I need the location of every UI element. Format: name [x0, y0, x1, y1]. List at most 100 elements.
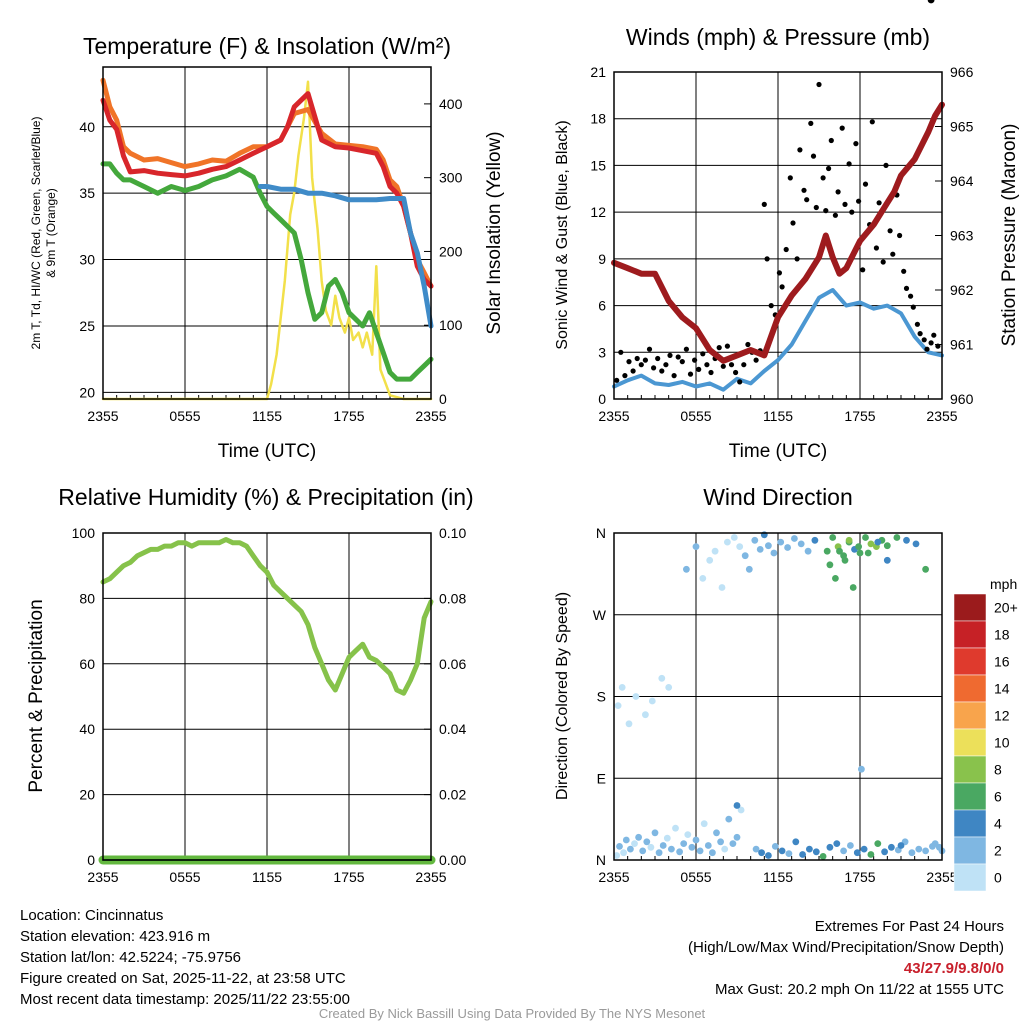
panel1-ytick-label: 9: [598, 251, 606, 267]
gust-point: [630, 368, 636, 374]
panel0-ytick-label: 20: [79, 384, 95, 400]
panel0-y2tick-label: 0: [439, 391, 447, 407]
wind-direction-point: [616, 843, 623, 850]
speed-legend-swatch: [953, 755, 987, 784]
gust-point: [804, 197, 810, 203]
panel2-y2tick-label: 0.02: [439, 787, 466, 803]
wind-direction-point: [811, 536, 819, 544]
wind-direction-point: [632, 693, 640, 700]
gust-point: [741, 362, 747, 368]
wind-direction-point: [672, 824, 679, 832]
wind-direction-point: [826, 561, 834, 569]
winds-ylabel: Sonic Wind & Gust (Blue, Black): [554, 120, 571, 349]
gust-point: [890, 251, 896, 257]
wind-direction-point: [700, 820, 708, 828]
wind-direction-point: [883, 542, 891, 550]
speed-legend-label: 18: [994, 627, 1010, 643]
panel3-xtick-label: 0555: [680, 869, 711, 885]
wind-direction-point: [613, 852, 621, 859]
wind-direction-point: [706, 556, 714, 564]
panel2-xtick-label: 0555: [169, 869, 200, 885]
gust-point: [776, 270, 783, 276]
speed-legend-swatch: [953, 728, 987, 757]
speed-legend-label: 6: [994, 789, 1002, 805]
speed-legend-label: 0: [994, 870, 1002, 886]
speed-legend-label: 4: [994, 816, 1002, 832]
wind-direction-plot-frame: [613, 532, 943, 861]
wind-direction-point: [625, 720, 633, 728]
gust-point: [914, 321, 921, 327]
gust-point: [737, 379, 743, 385]
wind-direction-point: [867, 540, 875, 548]
station-location: Location: Cincinnatus: [20, 907, 164, 924]
wind-direction-point: [812, 848, 820, 856]
gust-point: [764, 256, 770, 262]
gust-point: [935, 343, 941, 349]
panel1-xtick-label: 1755: [844, 408, 875, 424]
wind-direction-point: [713, 829, 720, 837]
wind-direction-point: [806, 845, 813, 853]
gust-point: [720, 363, 726, 369]
gust-point: [897, 232, 903, 239]
winds-y2label: Station Pressure (Maroon): [999, 124, 1020, 347]
gust-point: [618, 349, 624, 355]
panel3-ytick-label: S: [597, 689, 606, 705]
panel1-xtick-label: 2355: [598, 408, 629, 424]
speed-legend-title: mph: [990, 576, 1017, 592]
speed-legend-swatch: [953, 863, 987, 892]
wind-direction-point: [692, 836, 700, 844]
panel3-xtick-label: 1155: [763, 869, 793, 885]
gust-point: [671, 373, 677, 379]
wind-direction-point: [797, 540, 805, 548]
panel0-ytick-label: 40: [79, 119, 95, 135]
wind-direction-point: [785, 850, 793, 857]
gust-point: [823, 208, 829, 214]
wind-direction-point: [915, 845, 923, 853]
wind-direction-point: [676, 848, 683, 856]
wind-direction-point: [729, 840, 737, 847]
gust-point: [917, 331, 923, 337]
gust-point: [745, 341, 751, 348]
wind-direction-point: [680, 840, 688, 847]
gust-point: [839, 125, 845, 131]
wind-direction-point: [648, 697, 656, 705]
wind-direction-point: [721, 845, 729, 853]
wind-direction-point: [792, 838, 800, 846]
wind-direction-point: [733, 802, 741, 809]
panel1-y2tick-label: 966: [950, 64, 974, 80]
wind-direction-point: [651, 829, 659, 837]
gust-point: [801, 187, 807, 193]
panel1-y2tick-label: 961: [950, 337, 974, 353]
speed-legend-label: 20+: [994, 600, 1018, 616]
gust-point: [667, 352, 673, 358]
gust-point: [794, 256, 800, 262]
gust-point: [846, 161, 852, 167]
panel0-ytick-label: 30: [79, 252, 95, 268]
temperature-panel: Temperature (F) & Insolation (W/m²) 2355…: [29, 33, 505, 462]
wind-direction-point: [659, 842, 667, 849]
wind-direction-point: [908, 849, 916, 857]
speed-legend-swatch: [953, 782, 987, 811]
panel1-ytick-label: 18: [590, 111, 606, 127]
wind-direction-point: [847, 842, 854, 849]
panel2-y2tick-label: 0.06: [439, 656, 466, 672]
gust-point: [614, 377, 620, 383]
wind-direction-point: [823, 547, 831, 555]
wind-direction-point: [777, 538, 785, 546]
credit-line: Created By Nick Bassill Using Data Provi…: [318, 1006, 706, 1021]
gust-point: [849, 209, 855, 215]
panel2-ytick-label: 80: [79, 590, 95, 606]
wind-direction-point: [741, 552, 749, 560]
speed-legend-swatch: [953, 836, 987, 865]
wind-direction-point: [622, 836, 630, 844]
wind-direction-point: [819, 853, 827, 860]
wind-direction-point: [756, 546, 764, 553]
gust-point: [876, 200, 882, 206]
panel1-ytick-label: 6: [598, 298, 606, 314]
wind-direction-point: [888, 843, 895, 851]
wind-direction-point: [903, 536, 910, 544]
dewpoint-line: [100, 161, 434, 382]
gust-point: [622, 373, 628, 379]
panel0-ytick-label: 25: [79, 318, 95, 334]
panel1-y2tick-label: 963: [950, 228, 974, 244]
